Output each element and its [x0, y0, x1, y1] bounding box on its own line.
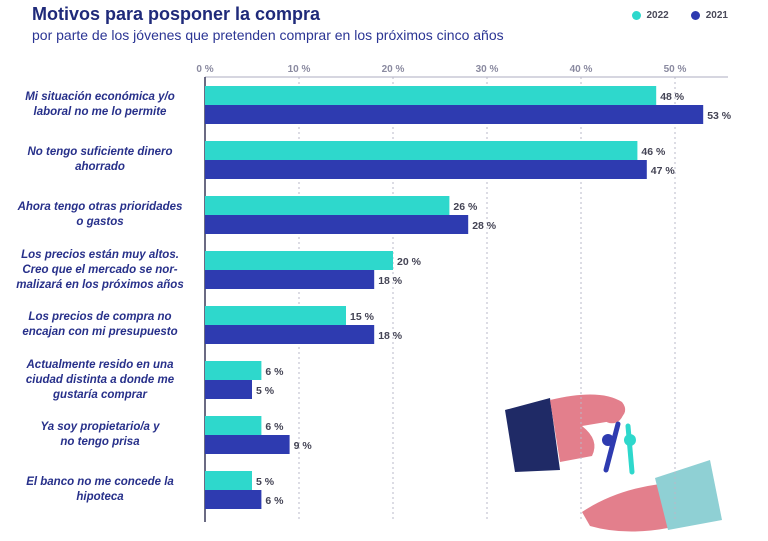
- category-label-line: ciudad distinta a donde me: [25, 373, 175, 386]
- chart-subtitle: por parte de los jóvenes que pretenden c…: [32, 27, 504, 43]
- value-label-2022: 5 %: [256, 476, 275, 488]
- value-label-2022: 6 %: [265, 421, 284, 433]
- category-label-line: Ahora tengo otras prioridades: [17, 201, 183, 213]
- bar-2021: [205, 380, 252, 399]
- category-label-line: hipoteca: [76, 491, 124, 503]
- x-tick-label: 0 %: [196, 64, 213, 75]
- bar-2021: [205, 435, 290, 454]
- value-label-2021: 18 %: [378, 275, 403, 287]
- legend-label-2021: 2021: [705, 10, 728, 21]
- value-label-2021: 53 %: [707, 110, 732, 122]
- value-label-2022: 48 %: [660, 91, 685, 103]
- bar-2021: [205, 215, 469, 234]
- bar-2022: [205, 361, 262, 380]
- category-label-line: Los precios están muy altos.: [21, 248, 179, 261]
- bar-2022: [205, 306, 346, 325]
- category-label: Actualmente resido en una ciudad distinta…: [10, 358, 190, 403]
- value-label-2021: 18 %: [378, 330, 403, 342]
- category-label-line: Los precios de compra no: [28, 311, 172, 323]
- legend: 2022 2021: [631, 10, 728, 21]
- bar-2022: [205, 141, 638, 160]
- bar-2021: [205, 160, 647, 179]
- value-label-2021: 5 %: [256, 385, 275, 397]
- x-tick-label: 40 %: [570, 64, 593, 75]
- legend-entry-2022: 2022: [631, 10, 669, 21]
- bar-2021: [205, 325, 375, 344]
- bar-2022: [205, 196, 450, 215]
- bar-2022: [205, 416, 262, 435]
- value-label-2022: 26 %: [453, 201, 478, 213]
- category-label: No tengo suficiente dinero ahorrado: [10, 145, 190, 175]
- category-label: Los precios de compra no encajan con mi p…: [10, 310, 190, 340]
- bar-2021: [205, 270, 375, 289]
- category-label: Los precios están muy altos. Creo que el …: [10, 248, 190, 293]
- legend-label-2022: 2022: [646, 10, 669, 21]
- value-label-2021: 9 %: [294, 440, 313, 452]
- bar-2022: [205, 471, 252, 490]
- category-label-line: no tengo prisa: [60, 436, 140, 448]
- value-label-2021: 47 %: [651, 165, 676, 177]
- bar-2021: [205, 105, 704, 124]
- value-label-2021: 28 %: [472, 220, 497, 232]
- category-label-line: laboral no me lo permite: [33, 106, 167, 118]
- category-label-line: No tengo suficiente dinero: [27, 146, 173, 158]
- x-tick-label: 30 %: [476, 64, 499, 75]
- hands-keys-illustration: [505, 394, 722, 532]
- value-label-2022: 15 %: [350, 311, 375, 323]
- value-label-2022: 6 %: [265, 366, 284, 378]
- category-label: Ya soy propietario/a y no tengo prisa: [10, 420, 190, 450]
- category-label-line: gustaría comprar: [53, 388, 147, 401]
- category-label: El banco no me concede la hipoteca: [10, 475, 190, 505]
- legend-swatch-2022: [631, 11, 641, 20]
- bar-2021: [205, 490, 262, 509]
- x-tick-label: 20 %: [382, 64, 405, 75]
- bar-2022: [205, 251, 393, 270]
- value-label-2022: 20 %: [397, 256, 422, 268]
- value-label-2021: 6 %: [265, 495, 284, 507]
- category-label-line: El banco no me concede la: [26, 476, 174, 488]
- value-label-2022: 46 %: [641, 146, 666, 158]
- category-label-line: Ya soy propietario/a y: [40, 421, 160, 433]
- x-tick-label: 10 %: [288, 64, 311, 75]
- category-label-line: Mi situación económica y/o: [25, 91, 175, 103]
- category-label-line: encajan con mi presupuesto: [22, 326, 178, 338]
- legend-swatch-2021: [690, 11, 700, 20]
- category-label-line: ahorrado: [75, 161, 125, 173]
- category-label-line: Creo que el mercado se nor-: [22, 263, 178, 276]
- chart-title: Motivos para posponer la compra: [32, 4, 321, 24]
- category-label: Mi situación económica y/o laboral no me …: [10, 90, 190, 120]
- category-label-line: malizará en los próximos años: [16, 278, 184, 291]
- category-label: Ahora tengo otras prioridades o gastos: [10, 200, 190, 230]
- category-label-line: Actualmente resido en una: [26, 358, 174, 371]
- legend-entry-2021: 2021: [690, 10, 728, 21]
- x-tick-label: 50 %: [664, 64, 687, 75]
- bar-2022: [205, 86, 657, 105]
- category-label-line: o gastos: [76, 216, 124, 228]
